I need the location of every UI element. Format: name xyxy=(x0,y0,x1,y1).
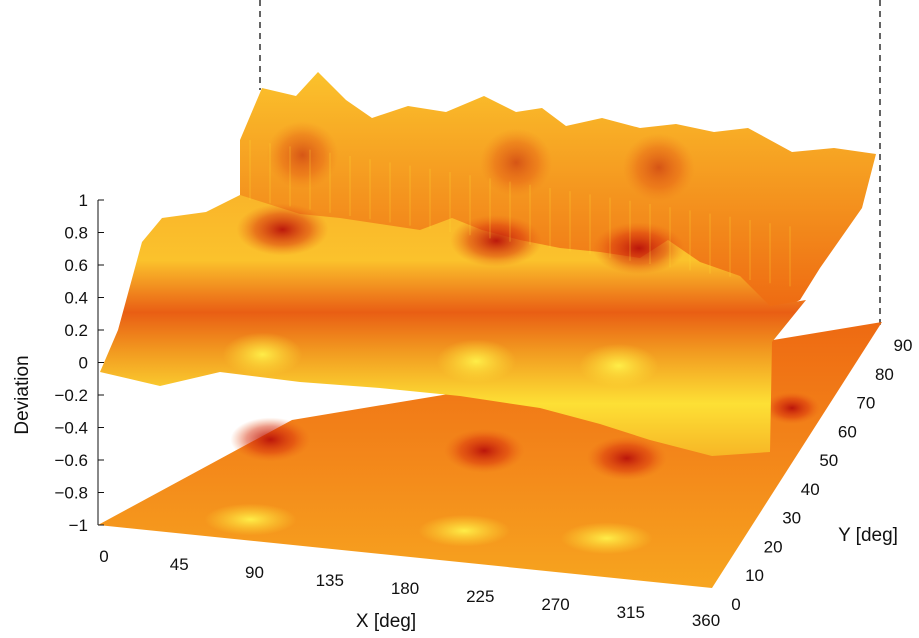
y-tick-label: 80 xyxy=(875,365,894,384)
z-tick-label: 1 xyxy=(79,191,88,210)
z-tick-label: −0.4 xyxy=(54,419,88,438)
z-tick-label: 0.6 xyxy=(64,256,88,275)
deviation-surface xyxy=(100,121,806,456)
surface-bright-band xyxy=(222,332,303,377)
z-axis-label: Deviation xyxy=(12,355,33,434)
surface-peak xyxy=(592,222,685,275)
floor-bright-band xyxy=(204,503,297,536)
floor-peak xyxy=(764,392,820,424)
x-tick-label: 90 xyxy=(245,563,264,582)
surface-peak xyxy=(236,203,329,256)
z-tick-label: −0.8 xyxy=(54,484,88,503)
y-tick-label: 70 xyxy=(856,394,875,413)
z-tick-label: 0 xyxy=(79,354,88,373)
z-tick-label: 0.4 xyxy=(64,289,88,308)
x-tick-label: 135 xyxy=(316,571,344,590)
x-tick-label: 360 xyxy=(692,611,720,630)
y-tick-label: 60 xyxy=(838,422,857,441)
x-tick-label: 270 xyxy=(541,595,569,614)
floor-bright-band xyxy=(418,514,511,547)
surface-peak xyxy=(450,214,543,267)
floor-peak xyxy=(444,428,525,473)
y-tick-label: 20 xyxy=(764,537,783,556)
wall-peak xyxy=(266,121,339,189)
x-axis: 0 45 90 135 180 225 270 315 360 xyxy=(99,547,720,630)
z-tick-label: −0.6 xyxy=(54,451,88,470)
x-tick-label: 315 xyxy=(617,603,645,622)
y-tick-label: 50 xyxy=(819,451,838,470)
z-axis: −1 −0.8 −0.6 −0.4 −0.2 0 0.2 0.4 0.6 0.8 1 xyxy=(54,191,104,535)
wall-peak xyxy=(622,133,695,202)
y-tick-label: 40 xyxy=(801,480,820,499)
x-tick-label: 180 xyxy=(391,579,419,598)
y-axis-label: Y [deg] xyxy=(838,525,898,546)
y-tick-label: 30 xyxy=(782,509,801,528)
z-tick-label: −1 xyxy=(69,516,88,535)
z-tick-label: −0.2 xyxy=(54,386,88,405)
surface-bright-band xyxy=(436,339,517,384)
x-tick-label: 0 xyxy=(99,547,108,566)
x-axis-label: X [deg] xyxy=(356,611,416,632)
x-tick-label: 225 xyxy=(466,587,494,606)
floor-bright-band xyxy=(560,522,653,555)
y-tick-label: 0 xyxy=(731,595,740,614)
y-tick-label: 90 xyxy=(894,336,913,355)
x-tick-label: 45 xyxy=(170,555,189,574)
z-tick-label: 0.2 xyxy=(64,321,88,340)
wall-peak xyxy=(480,128,553,197)
y-tick-label: 10 xyxy=(745,566,764,585)
floor-peak xyxy=(586,436,667,481)
floor-peak xyxy=(230,417,311,462)
surface-bright-band xyxy=(578,343,659,388)
z-tick-label: 0.8 xyxy=(64,224,88,243)
